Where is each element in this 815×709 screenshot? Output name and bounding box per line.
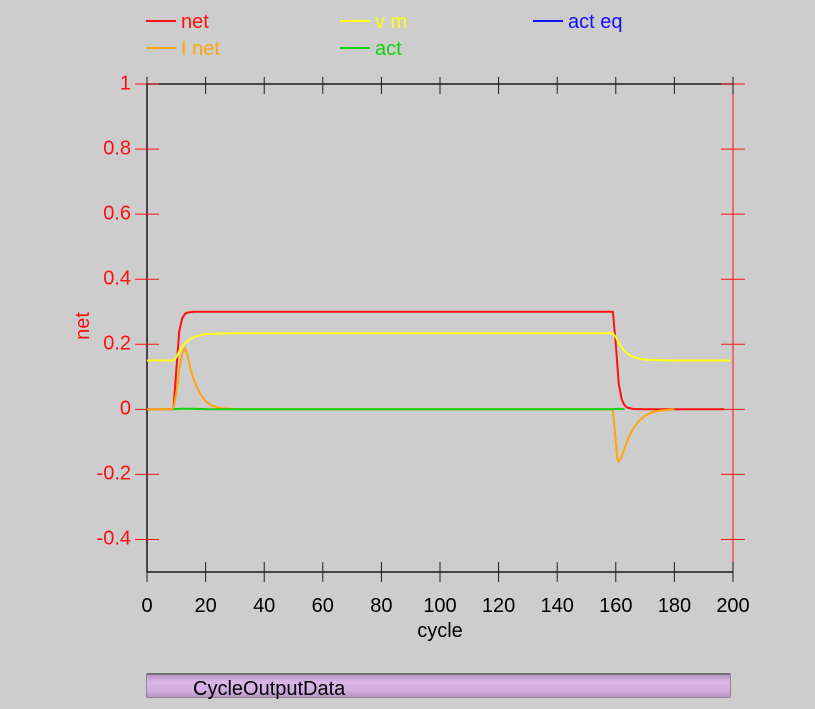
- legend-item: I net: [146, 38, 220, 60]
- x-tick-label: 120: [482, 595, 515, 617]
- y-axis: 1 0.8 0.6 0.4 0.2 0 -0.2 -0.4: [97, 72, 745, 550]
- y-tick-label: -0.2: [97, 463, 131, 485]
- series-line-act: [173, 407, 625, 411]
- x-tick-label: 60: [312, 595, 334, 617]
- cycle-output-data-bar[interactable]: CycleOutputData: [146, 673, 731, 700]
- legend: net v m act eq I net act: [146, 11, 622, 60]
- x-tick-label: 160: [599, 595, 632, 617]
- legend-label: v m: [375, 11, 407, 33]
- series-line-i-net: [147, 346, 675, 463]
- legend-item: net: [146, 11, 209, 33]
- legend-label: net: [181, 11, 209, 33]
- x-tick-label: 140: [541, 595, 574, 617]
- x-tick-label: 20: [194, 595, 216, 617]
- x-axis-label: cycle: [417, 620, 463, 642]
- series-line-net: [147, 310, 725, 411]
- legend-label: act: [375, 38, 402, 60]
- x-axis: 0 20 40 60 80 100 120 140 160 180 200: [141, 77, 750, 617]
- series-line-v-m: [147, 332, 731, 362]
- legend-item: v m: [340, 11, 407, 33]
- y-axis-label: net: [72, 312, 94, 340]
- cycle-output-data-label: CycleOutputData: [193, 678, 346, 700]
- y-tick-label: 0.2: [103, 333, 131, 355]
- x-tick-label: 0: [141, 595, 152, 617]
- y-tick-label: 0.6: [103, 202, 131, 224]
- x-tick-label: 180: [658, 595, 691, 617]
- legend-item: act eq: [533, 11, 622, 33]
- legend-label: I net: [181, 38, 220, 60]
- y-tick-label: 0.8: [103, 137, 131, 159]
- x-tick-label: 100: [423, 595, 456, 617]
- x-tick-label: 200: [716, 595, 749, 617]
- x-tick-label: 80: [370, 595, 392, 617]
- y-tick-label: 1: [120, 72, 131, 94]
- x-tick-label: 40: [253, 595, 275, 617]
- y-tick-label: 0: [120, 398, 131, 420]
- legend-item: act: [340, 38, 402, 60]
- series-lines: [147, 310, 731, 463]
- y-tick-label: -0.4: [97, 528, 131, 550]
- y-tick-label: 0.4: [103, 267, 131, 289]
- plot-frame: [146, 83, 734, 573]
- legend-label: act eq: [568, 11, 622, 33]
